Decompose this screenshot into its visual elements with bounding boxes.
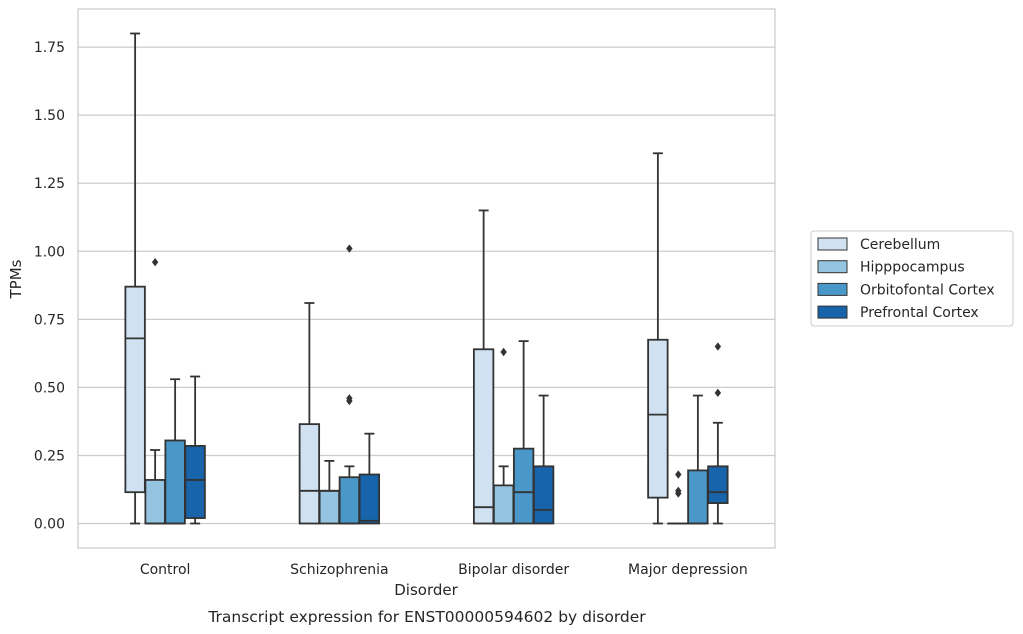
outlier-point xyxy=(346,394,353,403)
x-axis-label: Disorder xyxy=(394,581,458,599)
legend-label: Prefrontal Cortex xyxy=(860,305,979,321)
y-tick-label: 1.50 xyxy=(34,108,65,124)
box xyxy=(647,338,669,499)
outlier-point xyxy=(500,347,507,357)
outlier-point xyxy=(675,486,682,496)
box-group xyxy=(532,394,555,525)
box xyxy=(707,465,729,504)
box-layer xyxy=(124,32,729,525)
chart-caption: Transcript expression for ENST0000059460… xyxy=(207,608,646,626)
legend-label: Hipppocampus xyxy=(860,260,965,276)
box xyxy=(144,479,166,525)
x-tick-label: Control xyxy=(140,562,191,578)
box-group xyxy=(358,432,381,525)
x-tick-label: Schizophrenia xyxy=(290,562,388,578)
box xyxy=(318,489,341,525)
box xyxy=(687,469,709,525)
legend-swatch xyxy=(817,282,848,296)
plot-frame xyxy=(77,8,776,549)
outlier-point xyxy=(346,244,353,253)
x-tick-label: Bipolar disorder xyxy=(458,562,569,578)
box-group xyxy=(338,244,361,525)
y-tick-label: 0.75 xyxy=(34,312,65,328)
box xyxy=(164,439,186,525)
box-group xyxy=(124,32,146,525)
box-group xyxy=(184,375,206,525)
box xyxy=(298,423,321,525)
legend: Cerebellum Hipppocampus Orbitofontal Corte… xyxy=(810,230,1014,327)
box-group xyxy=(144,257,166,525)
box xyxy=(338,476,361,525)
legend-frame xyxy=(810,230,1014,327)
box xyxy=(492,484,515,525)
box-group xyxy=(298,302,321,525)
legend-label: Cerebellum xyxy=(860,237,940,253)
x-tick-label: Major depression xyxy=(628,562,748,578)
legend-swatch xyxy=(817,305,848,319)
box-group xyxy=(164,378,186,525)
y-axis-label: TPMs xyxy=(7,259,25,299)
box-group xyxy=(318,459,341,525)
y-tick-label: 0.50 xyxy=(34,380,65,396)
box-group xyxy=(472,209,495,525)
y-tick-label: 0.25 xyxy=(34,448,65,464)
box-group xyxy=(492,347,515,525)
outlier-point xyxy=(151,257,159,267)
outlier-point xyxy=(714,342,722,351)
outlier-point xyxy=(714,388,722,398)
box xyxy=(472,348,495,525)
legend-label: Orbitofontal Cortex xyxy=(860,282,995,298)
box xyxy=(124,285,146,494)
extra-outliers xyxy=(675,470,682,498)
box xyxy=(184,445,206,519)
box xyxy=(358,473,381,525)
box-group xyxy=(512,340,535,525)
legend-swatch xyxy=(817,237,848,251)
box xyxy=(512,447,535,525)
y-tick-label: 1.25 xyxy=(34,176,65,192)
y-tick-label: 1.00 xyxy=(34,244,65,260)
legend-swatch xyxy=(817,260,848,274)
y-tick-label: 1.75 xyxy=(34,40,65,56)
box xyxy=(532,465,555,525)
x-tick-labels: Control Schizophrenia Bipolar disorder Majo… xyxy=(140,562,748,578)
box-group xyxy=(687,394,709,525)
outlier-point xyxy=(675,470,682,479)
y-tick-label: 0.00 xyxy=(34,517,65,533)
box-group xyxy=(707,342,729,525)
box-group xyxy=(647,152,669,525)
y-tick-labels: 0.00 0.25 0.50 0.75 1.00 1.25 1.50 1.75 xyxy=(34,40,65,532)
